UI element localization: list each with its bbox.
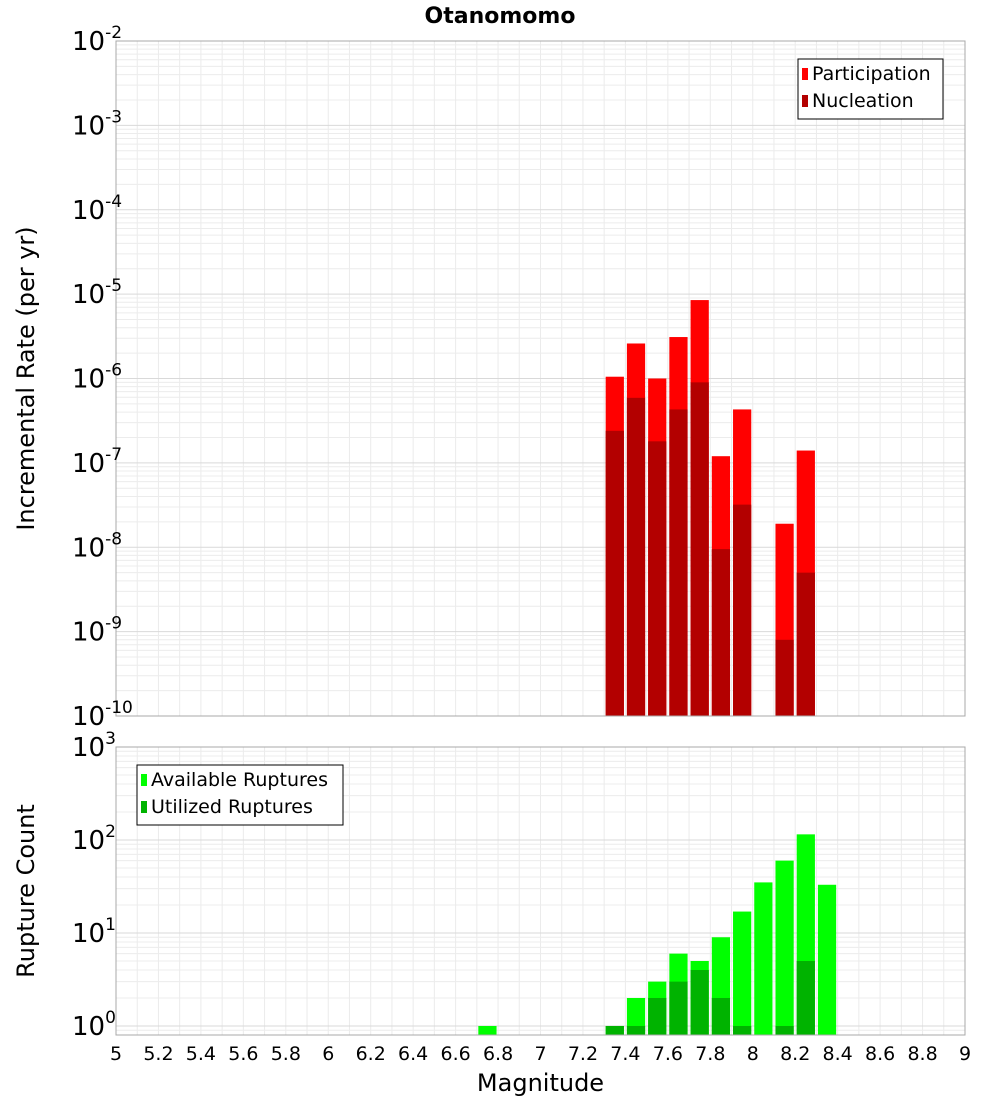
x-tick-label: 8 (747, 1043, 759, 1065)
bar (669, 981, 688, 1035)
x-tick-label: 7.4 (610, 1043, 640, 1065)
x-tick-label: 8.8 (907, 1043, 937, 1065)
x-tick-label: 7 (534, 1043, 546, 1065)
y-axis-title: Incremental Rate (per yr) (12, 226, 40, 530)
x-tick-label: 7.6 (653, 1043, 683, 1065)
y-tick-label: 10-10 (72, 698, 133, 732)
legend-box (797, 58, 944, 120)
y-tick-label: 100 (72, 1008, 116, 1042)
y-tick-label: 10-5 (72, 276, 122, 310)
legend-swatch (141, 774, 147, 786)
bar (669, 409, 688, 716)
legend-swatch (802, 68, 808, 80)
legend-swatch (141, 801, 147, 813)
legend-label: Participation (812, 63, 931, 85)
x-tick-labels: 5 5.2 5.4 5.6 5.8 6 6.2 6.4 6.6 6.8 7 7.2 7.4 7.6 7.8 8… (110, 1043, 971, 1065)
x-tick-label: 8.6 (865, 1043, 895, 1065)
bar (775, 639, 794, 716)
x-tick-label: 7.2 (568, 1043, 598, 1065)
series-nucleation (605, 382, 815, 716)
bar (648, 441, 667, 716)
legend-label: Available Ruptures (151, 769, 328, 791)
bar (817, 884, 837, 1035)
bar (733, 504, 752, 716)
bar (775, 1025, 794, 1035)
bar (605, 430, 624, 716)
x-axis-title: Magnitude (477, 1069, 604, 1097)
bar (711, 997, 731, 1035)
grid-lines (115, 40, 966, 717)
x-tick-label: 6.4 (398, 1043, 428, 1065)
chart-title: Otanomomo (425, 4, 576, 29)
y-tick-label: 10-3 (72, 107, 122, 141)
bar (796, 960, 815, 1035)
x-tick-label: 7.8 (695, 1043, 725, 1065)
x-tick-label: 9 (959, 1043, 971, 1065)
plot-frame (115, 746, 966, 1036)
x-tick-label: 8.2 (780, 1043, 810, 1065)
y-axis-title: Rupture Count (12, 804, 40, 978)
y-tick-labels: 100 101 102 103 (72, 729, 116, 1042)
x-tick-label: 5.6 (228, 1043, 258, 1065)
x-tick-label: 5.2 (143, 1043, 173, 1065)
legend-box (136, 764, 344, 826)
y-tick-label: 10-4 (72, 192, 122, 226)
y-tick-label: 101 (72, 915, 116, 949)
bar (626, 397, 646, 716)
legend-label: Nucleation (812, 90, 914, 112)
x-tick-label: 6.8 (483, 1043, 513, 1065)
x-tick-label: 5.8 (271, 1043, 301, 1065)
x-tick-label: 6.6 (440, 1043, 470, 1065)
x-tick-label: 5 (110, 1043, 122, 1065)
bar (690, 382, 709, 716)
x-tick-label: 6.2 (356, 1043, 386, 1065)
y-tick-label: 103 (72, 729, 116, 763)
legend-swatch (802, 95, 808, 107)
bar (690, 969, 709, 1035)
legend: Participation Nucleation (797, 58, 944, 120)
y-tick-label: 10-7 (72, 445, 122, 479)
y-tick-label: 102 (72, 822, 116, 856)
bar (605, 1025, 624, 1035)
plot-frame (115, 40, 966, 717)
legend: Available Ruptures Utilized Ruptures (136, 764, 344, 826)
bar (648, 997, 667, 1035)
bar (626, 1025, 646, 1035)
bar (775, 860, 794, 1035)
x-tick-label: 5.4 (186, 1043, 216, 1065)
series-utilized-ruptures (605, 960, 815, 1035)
x-tick-label: 8.4 (823, 1043, 853, 1065)
bar (754, 882, 773, 1035)
bar (711, 549, 731, 716)
bar (796, 572, 815, 716)
y-tick-label: 10-6 (72, 361, 122, 395)
bar (626, 997, 646, 1035)
legend-label: Utilized Ruptures (151, 796, 313, 818)
x-tick-label: 6 (322, 1043, 334, 1065)
top-panel: 10-10 10-9 10-8 10-7 10-6 10-5 10-4 10-3 10-2 Inc… (12, 23, 966, 732)
bar (478, 1025, 497, 1035)
y-tick-label: 10-8 (72, 529, 122, 563)
bar (733, 1025, 752, 1035)
y-tick-label: 10-9 (72, 614, 122, 648)
bar (733, 911, 752, 1035)
y-tick-labels: 10-10 10-9 10-8 10-7 10-6 10-5 10-4 10-3 10-2 (72, 23, 133, 732)
grid-lines (115, 746, 966, 1036)
y-tick-label: 10-2 (72, 23, 122, 57)
